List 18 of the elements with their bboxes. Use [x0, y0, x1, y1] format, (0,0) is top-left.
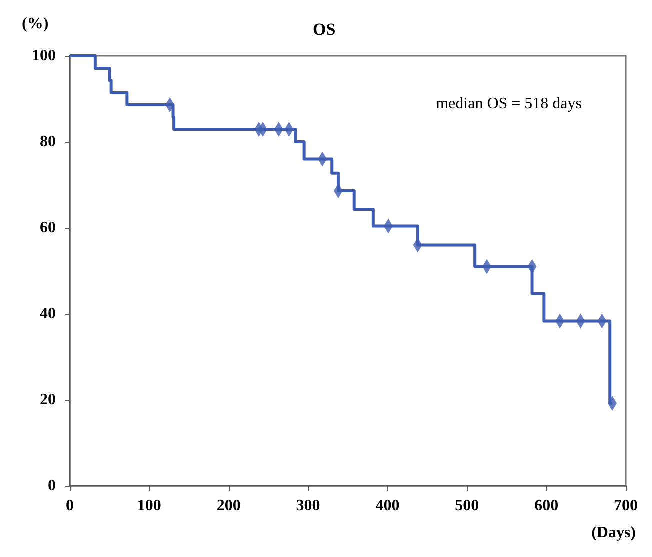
x-axis-title: (Days): [592, 524, 636, 542]
y-tick-label: 0: [48, 478, 56, 494]
y-tick-label: 60: [40, 220, 56, 236]
x-tick-label: 200: [216, 498, 241, 514]
x-tick-label: 300: [296, 498, 320, 514]
x-tick-label: 400: [376, 498, 400, 514]
x-tick-label: 100: [137, 498, 162, 514]
x-tick-label: 0: [66, 498, 74, 514]
y-tick-label: 40: [40, 306, 56, 322]
y-tick-label: 20: [40, 392, 56, 408]
x-tick-label: 500: [455, 498, 480, 514]
y-tick-label: 100: [32, 48, 56, 64]
y-tick-label: 80: [40, 134, 56, 150]
x-tick-label: 600: [534, 498, 559, 514]
y-axis-title: (%): [22, 16, 49, 32]
annotation: median OS = 518 days: [436, 96, 582, 112]
x-tick-label: 700: [614, 498, 638, 514]
chart-title: OS: [313, 20, 336, 39]
